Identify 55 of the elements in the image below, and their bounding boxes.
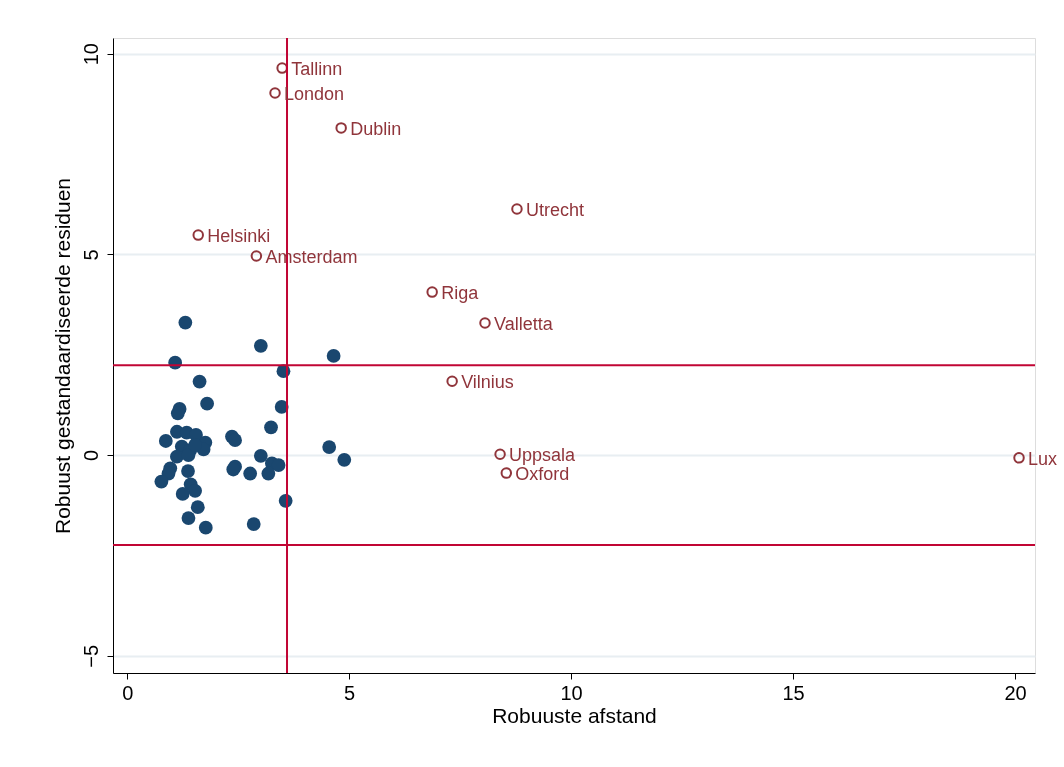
point xyxy=(200,396,214,411)
point xyxy=(154,474,169,489)
point xyxy=(158,434,173,448)
x-axis-title: Robuuste afstand xyxy=(492,703,657,727)
y-axis-title: Robuust gestandaardiseerde residuen xyxy=(50,177,74,535)
annotation: Lux xyxy=(1028,448,1058,469)
point xyxy=(181,464,195,478)
point xyxy=(494,448,506,460)
point xyxy=(500,467,513,479)
point xyxy=(243,466,258,481)
point xyxy=(446,375,458,387)
point xyxy=(170,406,185,421)
point xyxy=(250,250,263,262)
point xyxy=(253,338,268,353)
point xyxy=(192,229,204,241)
y-tick-label: 0 xyxy=(79,449,102,462)
point xyxy=(170,449,184,464)
point xyxy=(253,448,268,463)
x-tick-label: 20 xyxy=(1004,681,1027,704)
point xyxy=(228,433,242,448)
point xyxy=(479,317,491,329)
point xyxy=(192,374,207,389)
point xyxy=(511,203,523,215)
point xyxy=(326,349,341,363)
point xyxy=(261,466,276,481)
annotation: Utrecht xyxy=(525,199,584,220)
point xyxy=(188,483,203,498)
annotation: Tallinn xyxy=(291,59,343,80)
annotation: Helsinki xyxy=(207,226,271,247)
point xyxy=(1013,452,1025,464)
point xyxy=(426,286,438,298)
annotation: Oxford xyxy=(515,464,570,485)
point xyxy=(337,452,352,467)
point xyxy=(269,87,281,99)
annotation: Vilnius xyxy=(461,372,514,393)
y-tick-label: 10 xyxy=(79,43,102,66)
point xyxy=(181,511,196,525)
annotation: Uppsala xyxy=(509,445,577,466)
point xyxy=(178,315,193,330)
x-tick-label: 15 xyxy=(782,681,805,704)
annotation: Dublin xyxy=(350,118,402,139)
y-tick-label: −5 xyxy=(79,644,102,668)
point xyxy=(264,420,278,435)
point xyxy=(190,500,205,515)
point xyxy=(198,520,213,535)
annotation: Valletta xyxy=(494,313,554,334)
point xyxy=(322,440,337,454)
x-tick-label: 0 xyxy=(122,681,134,704)
point xyxy=(175,487,190,501)
point xyxy=(246,517,261,531)
point xyxy=(335,122,347,134)
y-tick-label: 5 xyxy=(79,249,102,261)
x-tick-label: 5 xyxy=(344,681,356,704)
x-tick-label: 10 xyxy=(560,681,583,704)
annotation: Riga xyxy=(441,283,480,304)
